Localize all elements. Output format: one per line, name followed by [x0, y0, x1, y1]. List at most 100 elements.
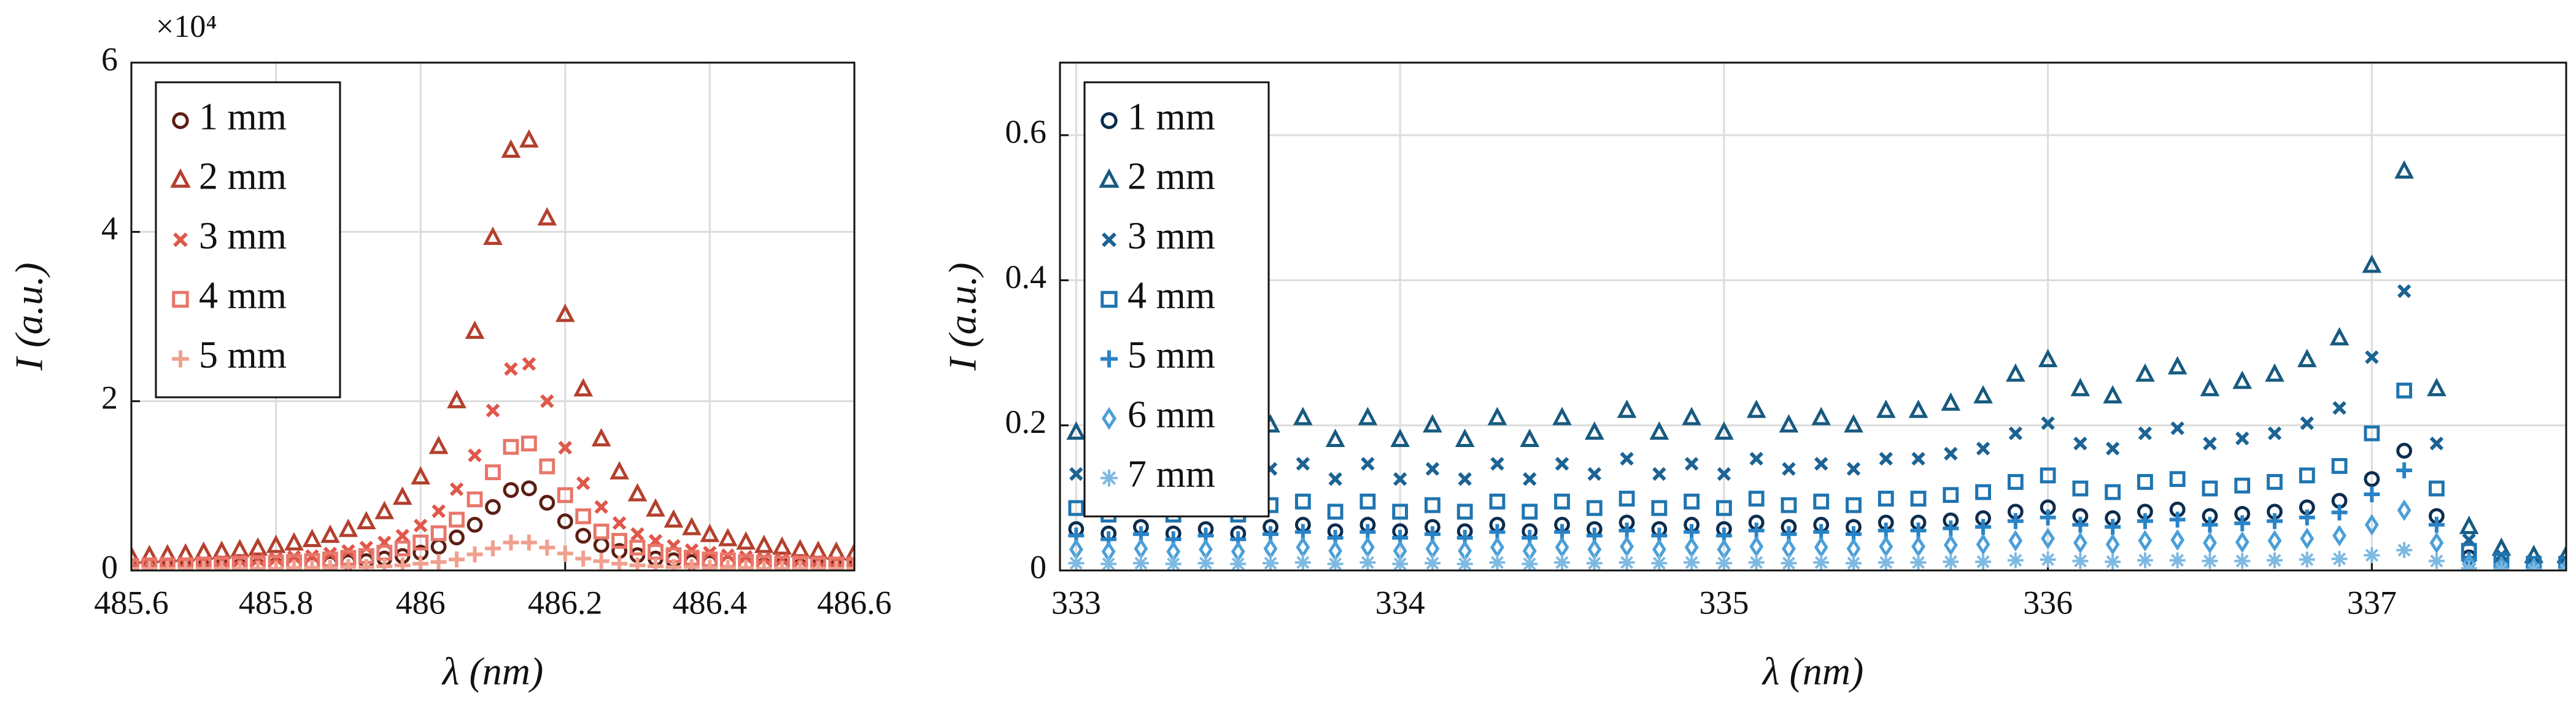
data-point — [2105, 484, 2121, 500]
data-point — [340, 559, 357, 570]
data-point — [1296, 457, 1310, 471]
y-tick-label: 2 — [101, 379, 118, 416]
data-point — [521, 435, 537, 452]
data-point — [1714, 421, 1734, 440]
data-point — [1584, 421, 1604, 440]
data-point — [230, 539, 250, 558]
data-point — [302, 529, 322, 547]
data-point — [2364, 471, 2380, 488]
data-point — [1425, 462, 1440, 476]
y-axis-label: I (a.u.) — [941, 263, 984, 372]
data-point — [1782, 462, 1796, 476]
data-point — [1327, 556, 1344, 570]
data-point — [1684, 457, 1699, 471]
data-point — [665, 559, 682, 570]
data-point — [2138, 426, 2152, 440]
data-point — [591, 428, 611, 446]
data-point — [2331, 457, 2348, 474]
data-point — [504, 362, 518, 376]
data-point — [2429, 532, 2444, 554]
data-point — [468, 448, 482, 462]
data-point — [1523, 472, 1537, 486]
data-point — [683, 559, 700, 570]
data-point — [719, 559, 736, 570]
data-point — [2038, 349, 2058, 367]
data-point — [772, 536, 792, 555]
data-point — [1294, 554, 1311, 570]
data-point — [2299, 509, 2315, 526]
data-point — [2396, 462, 2413, 478]
data-point — [627, 483, 648, 502]
data-point — [1876, 399, 1896, 418]
data-point — [2103, 385, 2123, 404]
data-point — [2070, 378, 2091, 397]
data-point — [2202, 553, 2218, 569]
legend-marker — [170, 168, 191, 188]
data-point — [593, 523, 609, 540]
data-point — [2394, 160, 2414, 179]
data-point — [1068, 500, 1085, 516]
x-tick-label: 334 — [1375, 584, 1425, 621]
data-point — [177, 557, 194, 570]
data-point — [557, 545, 573, 562]
data-point — [557, 513, 573, 529]
data-point — [630, 527, 644, 541]
data-point — [1587, 467, 1601, 481]
plot-frame — [1059, 61, 2567, 572]
legend-marker — [1099, 168, 1120, 188]
data-point — [2138, 529, 2152, 552]
data-point — [537, 207, 557, 226]
data-point — [338, 518, 358, 537]
data-point — [1392, 504, 1409, 520]
data-point — [2427, 378, 2446, 397]
data-point — [1165, 556, 1182, 570]
legend-label: 2 mm — [199, 156, 287, 198]
legend-marker — [1102, 232, 1116, 247]
data-point — [449, 551, 465, 568]
data-point — [774, 561, 791, 570]
data-point — [483, 226, 503, 245]
data-point — [1522, 504, 1538, 520]
data-point — [540, 394, 554, 408]
data-point — [1715, 500, 1732, 516]
data-point — [2202, 516, 2218, 533]
data-point — [2105, 533, 2120, 556]
data-point — [1325, 428, 1345, 447]
data-point — [2203, 532, 2217, 554]
data-point — [2461, 560, 2477, 570]
data-point — [2267, 473, 2283, 490]
data-point — [1134, 537, 1148, 560]
data-point — [2331, 504, 2348, 521]
data-point — [2329, 327, 2350, 346]
data-point — [2105, 519, 2121, 535]
data-point — [1555, 457, 1569, 471]
data-point — [648, 543, 663, 560]
legend-label: 5 mm — [199, 335, 287, 376]
data-point — [754, 534, 774, 553]
data-point — [682, 516, 702, 535]
y-tick-label: 0.6 — [1005, 114, 1047, 150]
data-point — [449, 512, 465, 528]
data-point — [1360, 493, 1376, 510]
y-tick-label: 0.4 — [1005, 259, 1047, 295]
legend-label: 6 mm — [1127, 394, 1215, 436]
y-tick-label: 0 — [101, 548, 118, 585]
legend-label: 1 mm — [1127, 96, 1215, 138]
data-point — [2008, 529, 2023, 552]
data-point — [594, 500, 608, 514]
data-point — [2137, 552, 2153, 569]
data-point — [2105, 553, 2121, 570]
data-point — [1746, 399, 1766, 418]
data-point — [250, 552, 265, 567]
data-point — [539, 458, 555, 475]
legend-label: 4 mm — [199, 275, 287, 317]
data-point — [141, 561, 158, 570]
legend-label: 1 mm — [199, 96, 287, 138]
x-tick-label: 336 — [2023, 584, 2073, 621]
data-point — [1941, 392, 1961, 411]
data-point — [2300, 527, 2315, 550]
data-point — [268, 561, 284, 570]
data-point — [702, 559, 718, 570]
data-point — [1555, 536, 1569, 558]
